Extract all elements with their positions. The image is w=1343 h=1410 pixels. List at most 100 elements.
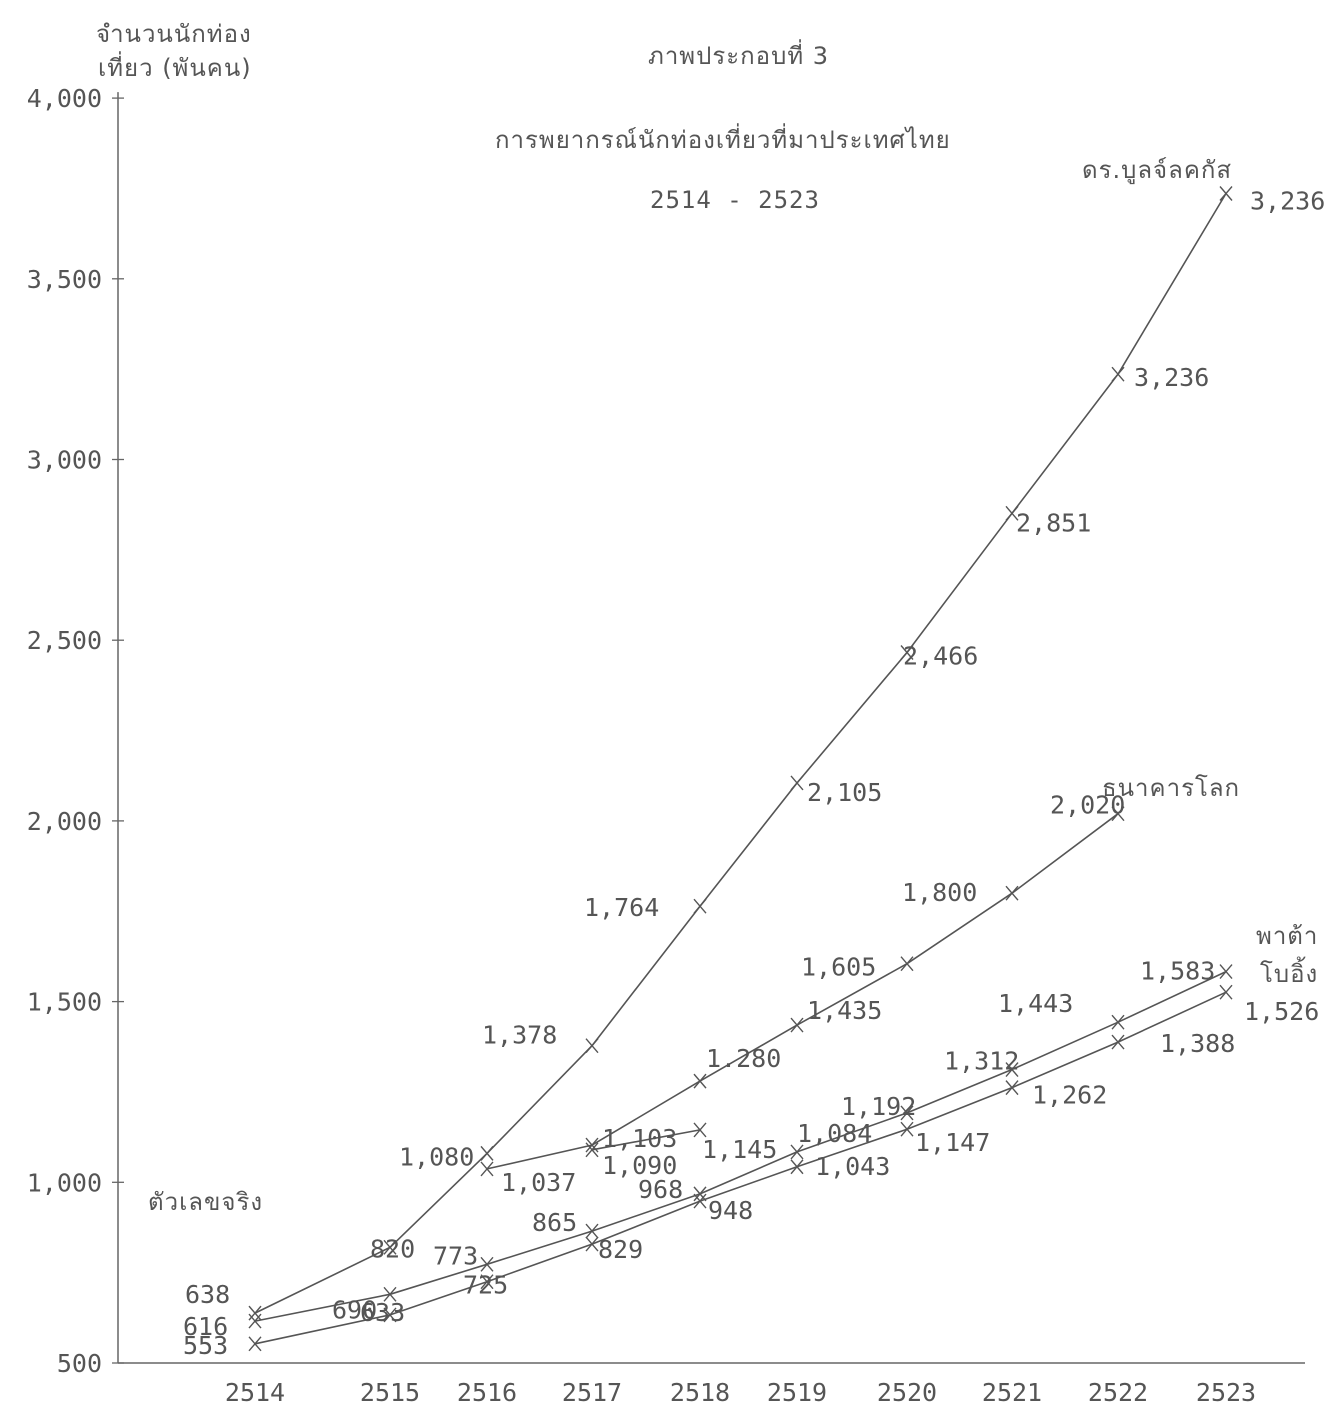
data-point-marker: [1111, 366, 1125, 382]
x-tick-label: 2517: [562, 1378, 622, 1407]
data-point-marker: [585, 1236, 599, 1252]
data-point-marker: [585, 1137, 599, 1153]
data-point-marker: [1005, 505, 1019, 521]
data-label: 1,312: [944, 1047, 1019, 1076]
x-tick-label: 2522: [1088, 1378, 1148, 1407]
data-label: 1,526: [1244, 997, 1319, 1026]
series-line-0: [254, 193, 1227, 1314]
chart-subtitle: การพยากรณ์นักท่องเที่ยวที่มาประเทศไทย: [495, 126, 951, 154]
data-point-marker: [790, 775, 804, 791]
data-point-marker: [1005, 1080, 1019, 1096]
y-tick-label: 4,000: [27, 84, 102, 113]
data-label: 1,080: [399, 1142, 474, 1171]
data-point-marker: [1005, 885, 1019, 901]
data-label: 968: [638, 1175, 683, 1204]
data-point-marker: [383, 1307, 397, 1323]
y-tick-label: 2,500: [27, 626, 102, 655]
data-point-marker: [790, 1017, 804, 1033]
y-tick-label: 500: [57, 1349, 102, 1378]
data-point-marker: [693, 1186, 707, 1202]
chart-axes: 500 1,000 1,500 2,000 2,500 3,000 3,500 4,000 25…: [27, 84, 1305, 1407]
point-labels: 638 820 1,080 1,378 1,764 2,105 2,466 2,851 3,23…: [183, 187, 1325, 1360]
data-label: 1,583: [1140, 957, 1215, 986]
series-line-3: [254, 970, 1227, 1322]
x-tick-label: 2523: [1196, 1378, 1256, 1407]
x-tick-label: 2519: [767, 1378, 827, 1407]
data-point-marker: [480, 1145, 494, 1161]
data-label: 1,037: [501, 1168, 576, 1197]
data-point-marker: [693, 1193, 707, 1209]
data-label: 773: [433, 1241, 478, 1270]
data-point-marker: [585, 1142, 599, 1158]
data-label: 616: [183, 1312, 228, 1341]
data-point-marker: [790, 1159, 804, 1175]
data-label: 633: [360, 1298, 405, 1327]
chart-title: ภาพประกอบที่ 3: [648, 42, 830, 70]
data-point-marker: [1005, 1062, 1019, 1077]
data-point-marker: [1219, 186, 1233, 201]
data-point-marker: [585, 1038, 599, 1054]
data-label: 1,764: [584, 893, 659, 922]
x-tick-label: 2516: [457, 1378, 517, 1407]
x-tick-label: 2518: [670, 1378, 730, 1407]
y-tick-label: 3,500: [27, 265, 102, 294]
series-name-bull: ดร.บูลจ์ลคกัส: [1082, 156, 1233, 184]
data-label: 1,192: [841, 1092, 916, 1121]
y-tick-label: 3,000: [27, 446, 102, 475]
data-label: 948: [708, 1196, 753, 1225]
data-label: 3,236: [1134, 363, 1209, 392]
data-point-marker: [1111, 1014, 1125, 1030]
data-label: 1,378: [482, 1021, 557, 1050]
data-point-marker: [248, 1305, 262, 1321]
data-point-marker: [1219, 984, 1233, 1000]
data-point-marker: [480, 1274, 494, 1290]
data-point-marker: [248, 1313, 262, 1329]
y-axis-label-line-2: เที่ยว (พันคน): [98, 54, 252, 82]
y-tick-label: 1,000: [27, 1168, 102, 1197]
series-name-actual: ตัวเลขจริง: [148, 1188, 264, 1216]
data-point-marker: [585, 1223, 599, 1239]
x-tick-label: 2515: [360, 1378, 420, 1407]
data-label: 690: [332, 1295, 377, 1324]
data-point-marker: [900, 956, 914, 972]
series-line-2: [591, 1129, 701, 1151]
data-label: 1,090: [602, 1151, 677, 1180]
x-tick-label: 2520: [877, 1378, 937, 1407]
data-label: 1,043: [815, 1152, 890, 1181]
data-label: 1,443: [998, 989, 1073, 1018]
data-label: 2,466: [903, 641, 978, 670]
data-label: 2,851: [1016, 508, 1091, 537]
data-label: 865: [532, 1208, 577, 1237]
data-label: 829: [598, 1235, 643, 1264]
data-point-marker: [1111, 806, 1125, 822]
data-label: 3,236: [1250, 187, 1325, 216]
data-point-marker: [383, 1239, 397, 1255]
y-axis-label-line-1: จำนวนนักท่อง: [96, 20, 252, 48]
series-name-boeing: โบอิ้ง: [1260, 960, 1319, 988]
data-point-marker: [1219, 964, 1233, 980]
series-name-world-bank: ธนาคารโลก: [1102, 774, 1241, 802]
data-point-marker: [693, 898, 707, 914]
data-label: 1,800: [902, 878, 977, 907]
data-label: 1.280: [706, 1044, 781, 1073]
data-label: 1,262: [1032, 1081, 1107, 1110]
data-point-marker: [248, 1336, 262, 1352]
data-point-marker: [900, 1105, 914, 1121]
data-point-marker: [480, 1256, 494, 1272]
x-tick-label: 2521: [982, 1378, 1042, 1407]
data-label: 638: [185, 1280, 230, 1309]
x-tick-label: 2514: [225, 1378, 285, 1407]
data-label: 1,084: [797, 1119, 872, 1148]
data-label: 1,145: [702, 1135, 777, 1164]
data-label: 1,605: [801, 953, 876, 982]
data-point-marker: [1111, 1034, 1125, 1050]
series-markers: [248, 186, 1233, 1352]
data-label: 2,105: [807, 778, 882, 807]
data-point-marker: [383, 1286, 397, 1302]
data-label: 2,020: [1050, 791, 1125, 820]
y-tick-label: 2,000: [27, 807, 102, 836]
data-label: 553: [183, 1331, 228, 1360]
data-point-marker: [900, 645, 914, 660]
data-label: 1,435: [807, 996, 882, 1025]
